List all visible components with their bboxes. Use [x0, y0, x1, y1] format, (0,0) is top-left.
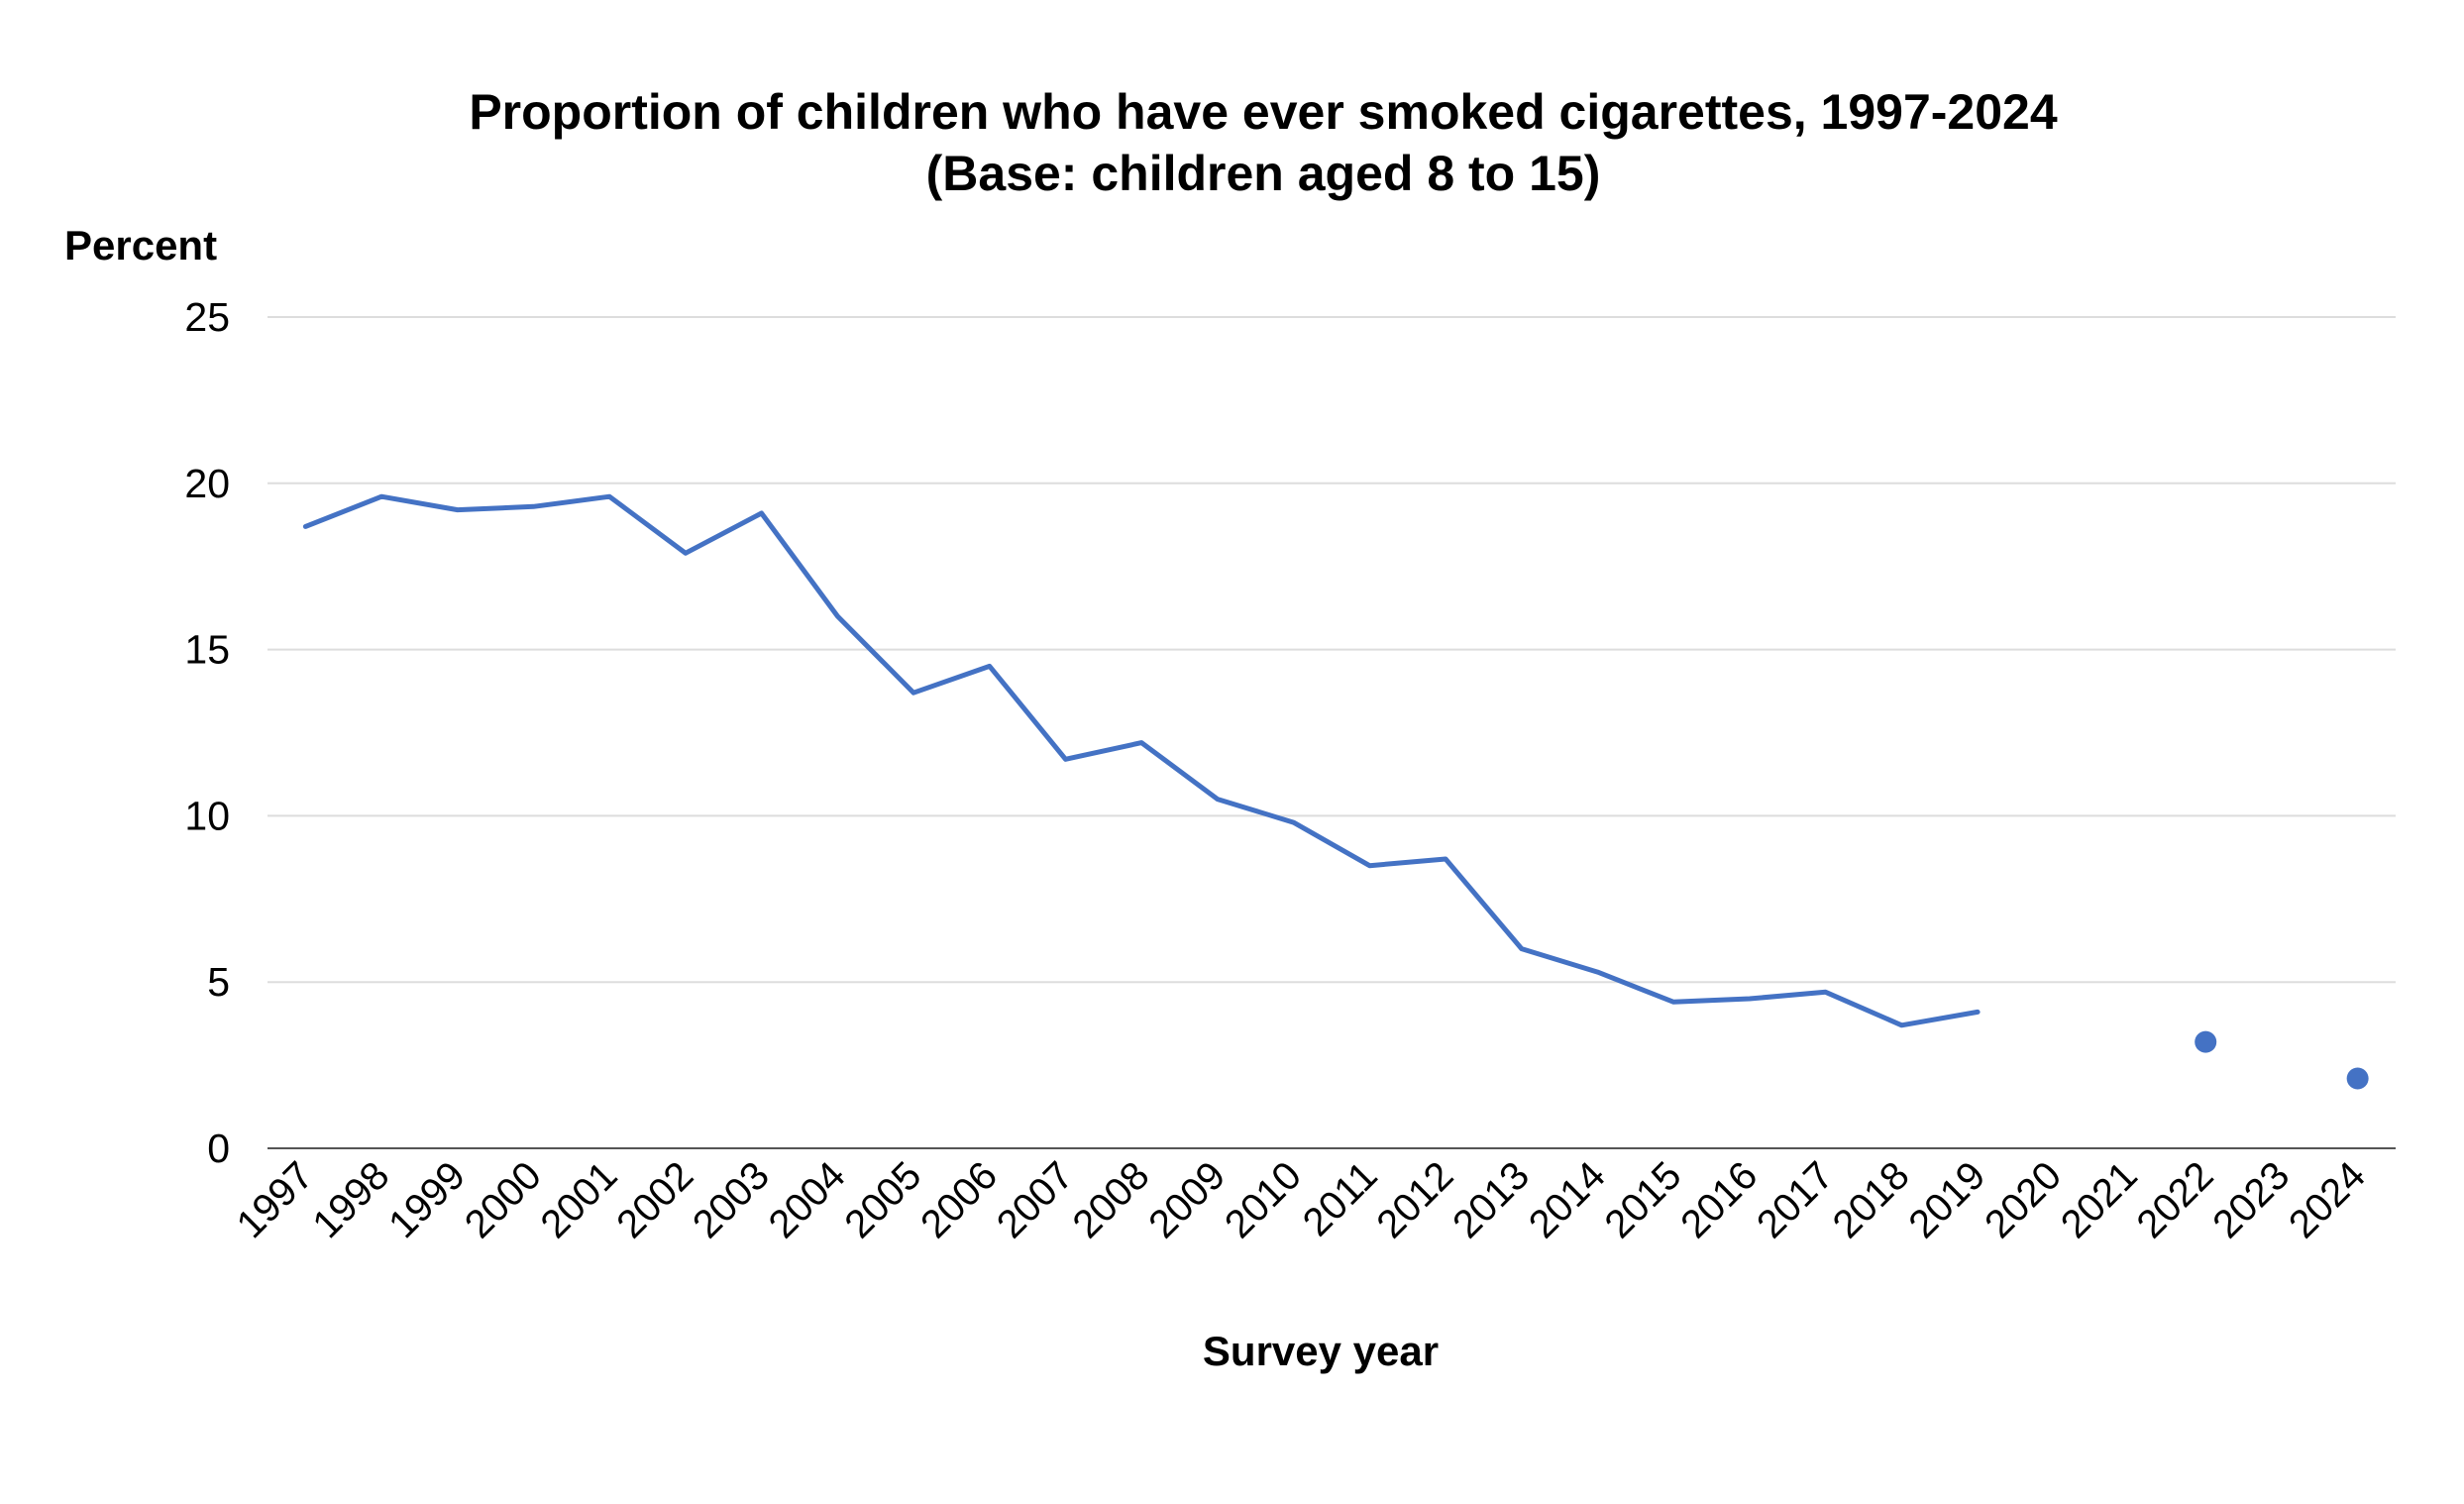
x-tick-label: 2019: [1900, 1153, 1993, 1246]
x-tick-label: 2008: [1065, 1153, 1158, 1246]
data-point-2014: [1597, 972, 1598, 973]
x-tick-label: 2006: [912, 1153, 1006, 1246]
x-tick-label: 2009: [1140, 1153, 1233, 1246]
data-point-2019: [1978, 1012, 1979, 1013]
x-tick-label: 1997: [229, 1153, 322, 1246]
data-point-2006: [989, 666, 990, 667]
chart-subtitle: (Base: children aged 8 to 15): [926, 146, 1601, 201]
data-point-2017: [1825, 992, 1826, 993]
data-point-2016: [1749, 998, 1750, 999]
y-tick-label: 20: [184, 461, 230, 506]
x-tick-label: 1999: [380, 1153, 474, 1246]
y-tick-label: 10: [184, 793, 230, 838]
data-point-2001: [609, 496, 610, 497]
x-tick-label: 2018: [1825, 1153, 1918, 1246]
x-tick-label: 2010: [1217, 1153, 1310, 1246]
series-line: [302, 493, 1981, 1028]
x-tick-label: 2004: [761, 1153, 854, 1246]
x-tick-label: 2020: [1977, 1153, 2070, 1246]
data-point-2005: [913, 693, 914, 694]
data-point-2009: [1217, 799, 1218, 800]
data-point-2018: [1901, 1024, 1902, 1025]
y-axis-title: Percent: [64, 222, 217, 269]
data-point-2007: [1065, 759, 1066, 760]
x-tick-label: 2000: [457, 1153, 550, 1246]
x-tick-label: 2011: [1295, 1153, 1386, 1244]
data-point-1997: [305, 526, 306, 527]
chart-title: Proportion of children who have ever smo…: [469, 84, 2058, 140]
x-tick-label: 2017: [1749, 1153, 1842, 1246]
x-tick-label: 2022: [2129, 1153, 2222, 1246]
x-tick-label: 2013: [1445, 1153, 1538, 1246]
x-tick-label: 2016: [1672, 1153, 1766, 1246]
y-tick-label: 25: [184, 294, 230, 340]
series-layer: [302, 493, 2369, 1090]
data-point-1998: [381, 496, 382, 497]
data-point-2008: [1141, 742, 1142, 743]
gridlines: [268, 316, 2396, 1149]
x-tick-label: 2024: [2281, 1153, 2374, 1246]
data-point-2011: [1369, 865, 1370, 866]
data-point-2024: [2346, 1067, 2369, 1090]
x-tick-label: 2012: [1368, 1153, 1461, 1246]
x-tick-label: 2023: [2204, 1153, 2298, 1246]
data-point-2002: [685, 553, 686, 554]
x-tick-label: 2007: [989, 1153, 1082, 1246]
data-point-2022: [2195, 1030, 2217, 1053]
x-axis-ticks: 1997199819992000200120022003200420052006…: [229, 1153, 2374, 1246]
x-tick-label: 2005: [836, 1153, 929, 1246]
data-point-2013: [1521, 948, 1522, 949]
data-point-2000: [533, 506, 534, 507]
x-tick-label: 2002: [608, 1153, 701, 1246]
y-tick-label: 5: [207, 959, 230, 1005]
data-point-1999: [457, 509, 458, 510]
x-tick-label: 2015: [1597, 1153, 1690, 1246]
x-tick-label: 2001: [533, 1153, 626, 1246]
x-tick-label: 1998: [304, 1153, 397, 1246]
y-axis-ticks: 0 5 10 15 20 25: [184, 294, 230, 1171]
x-axis-title: Survey year: [1203, 1328, 1439, 1374]
y-tick-label: 0: [207, 1126, 230, 1171]
x-tick-label: 2003: [685, 1153, 778, 1246]
y-tick-label: 15: [184, 627, 230, 673]
x-tick-label: 2014: [1521, 1153, 1614, 1246]
x-tick-label: 2021: [2053, 1153, 2146, 1246]
data-point-2010: [1293, 822, 1294, 823]
data-point-2004: [837, 616, 838, 617]
data-point-2003: [761, 513, 762, 514]
data-point-2015: [1673, 1002, 1674, 1003]
